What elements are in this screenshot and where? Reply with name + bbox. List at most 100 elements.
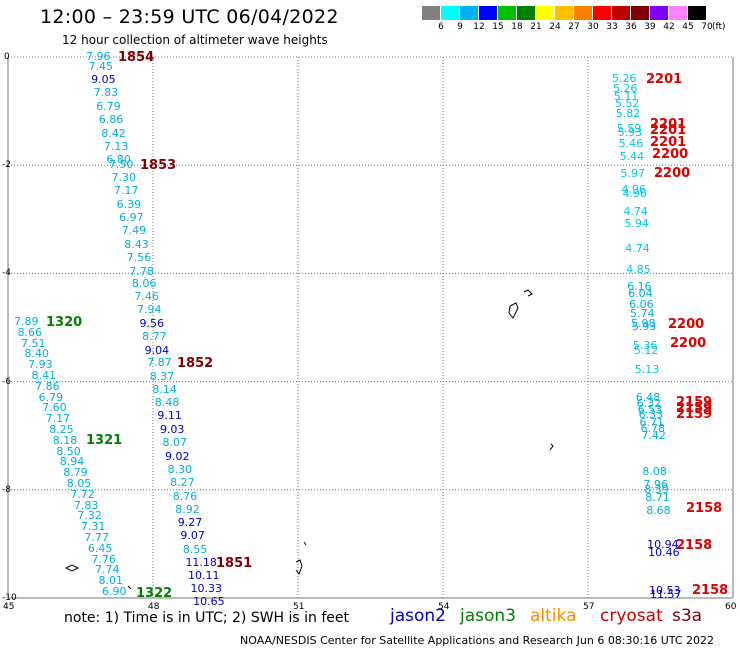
- swh-value: 5.94: [624, 217, 649, 230]
- pass-time-label: 1854: [118, 50, 155, 65]
- scale-swatch: [555, 6, 573, 20]
- swh-value: 7.13: [103, 140, 129, 154]
- swh-value: 7.87: [147, 356, 172, 370]
- swh-value: 7.72: [70, 487, 95, 501]
- swh-value: 6.97: [119, 210, 144, 224]
- swh-value: 7.30: [111, 171, 137, 185]
- swh-value: 8.43: [124, 237, 149, 251]
- swh-value: 8.18: [52, 433, 78, 447]
- scale-label: 18: [511, 22, 523, 32]
- swh-value: 11.57: [650, 588, 682, 601]
- swh-value: 8.42: [101, 127, 126, 141]
- swh-value: 10.65: [193, 595, 225, 609]
- pass-time-label: 1321: [86, 433, 123, 448]
- pass-time-label: 1853: [140, 158, 177, 174]
- swh-value: 8.37: [149, 369, 175, 383]
- swh-value: 7.83: [73, 498, 99, 512]
- swh-value: 6.06: [629, 298, 654, 311]
- scale-swatch: [498, 6, 516, 20]
- lat-tick-label: -10: [2, 593, 17, 603]
- legend-jason2: jason2: [390, 606, 446, 626]
- pass-time-label: 2201: [650, 117, 687, 132]
- scale-label: 12: [473, 22, 485, 32]
- swh-value: 8.07: [162, 436, 188, 450]
- lat-tick-label: -2: [2, 160, 11, 171]
- swh-value: 9.27: [177, 515, 203, 529]
- swh-value: 6.79: [96, 99, 121, 113]
- swh-value: 9.04: [144, 343, 170, 357]
- swh-value: 6.79: [38, 390, 64, 404]
- pass-time-label: 1852: [177, 356, 214, 372]
- swh-value: 8.25: [49, 423, 74, 436]
- scale-swatch: [460, 6, 478, 20]
- swh-value: 7.89: [14, 315, 39, 328]
- pass-time-label: 2159: [676, 401, 713, 416]
- pass-time-label: 2158: [686, 501, 723, 516]
- legend-jason3: jason3: [460, 606, 516, 626]
- swh-value: 7.83: [93, 86, 119, 100]
- swh-value: 4.85: [626, 263, 651, 276]
- swh-value: 7.42: [641, 429, 666, 442]
- swh-value: 8.94: [59, 455, 85, 469]
- footer-credit: NOAA/NESDIS Center for Satellite Applica…: [240, 634, 715, 647]
- swh-value: 5.26: [612, 72, 637, 85]
- swh-value: 8.40: [24, 347, 50, 361]
- swh-value: 7.77: [84, 531, 109, 544]
- scale-label: 27: [568, 22, 580, 32]
- swh-value: 8.50: [56, 444, 81, 458]
- swh-value: 6.33: [638, 408, 664, 421]
- scale-swatch: [593, 6, 611, 20]
- swh-value: 7.74: [94, 563, 120, 577]
- pass-time-label: 1851: [216, 556, 253, 572]
- lat-tick-label: -6: [2, 376, 11, 387]
- scale-swatch: [688, 6, 706, 20]
- pass-time-label: 2158: [676, 538, 713, 553]
- swh-value: 6.48: [635, 391, 661, 404]
- swh-value: 6.39: [116, 197, 142, 211]
- island-outline: [65, 564, 80, 572]
- swh-value: 5.74: [630, 307, 655, 320]
- swh-value: 8.14: [152, 383, 177, 397]
- swh-value: 6.86: [98, 113, 124, 127]
- swh-value: 8.76: [172, 489, 198, 503]
- lat-tick-label: -8: [2, 484, 11, 495]
- scale-label: 24: [549, 22, 561, 32]
- legend-cryosat: cryosat: [600, 606, 663, 626]
- scale-label: 39: [644, 22, 656, 32]
- pass-time-label: 2201: [650, 135, 687, 150]
- swh-value: 8.68: [646, 504, 671, 517]
- scale-swatch: [479, 6, 497, 20]
- swh-value: 8.08: [642, 465, 667, 478]
- swh-value: 4.96: [621, 183, 647, 196]
- swh-value: 9.56: [139, 316, 165, 330]
- scale-label: 70: [701, 22, 713, 32]
- scale-swatch: [441, 6, 459, 20]
- pass-time-label: 2200: [654, 166, 691, 181]
- swh-value: 11.18: [185, 556, 217, 570]
- swh-value: 6.80: [106, 152, 131, 166]
- swh-value: 9.02: [165, 449, 190, 463]
- pass-time-label: 2201: [646, 72, 683, 87]
- map-title: 12:00 – 23:59 UTC 06/04/2022: [40, 6, 339, 28]
- scale-label: 30: [587, 22, 599, 32]
- scale-label: 33: [606, 22, 618, 32]
- swh-value: 7.96: [86, 50, 111, 63]
- swh-value: 8.66: [17, 325, 43, 339]
- swh-value: 6.90: [102, 585, 127, 598]
- swh-value: 7.93: [28, 358, 53, 372]
- swh-value: 4.74: [623, 205, 648, 218]
- swh-value: 7.46: [134, 290, 159, 304]
- swh-value: 5.13: [634, 363, 660, 376]
- scale-label: 9: [457, 22, 463, 32]
- swh-value: 7.31: [80, 520, 106, 534]
- island-outline: [303, 541, 307, 546]
- map-subtitle: 12 hour collection of altimeter wave hei…: [62, 33, 328, 47]
- scale-swatch: [631, 6, 649, 20]
- swh-value: 10.94: [647, 538, 679, 551]
- lon-tick-label: 54: [438, 602, 450, 612]
- pass-time-label: 2159: [676, 407, 713, 422]
- scale-label: 6: [438, 22, 444, 32]
- legend-altika: altika: [530, 606, 577, 626]
- swh-value: 9.11: [157, 409, 182, 423]
- lon-tick-label: 48: [148, 602, 160, 612]
